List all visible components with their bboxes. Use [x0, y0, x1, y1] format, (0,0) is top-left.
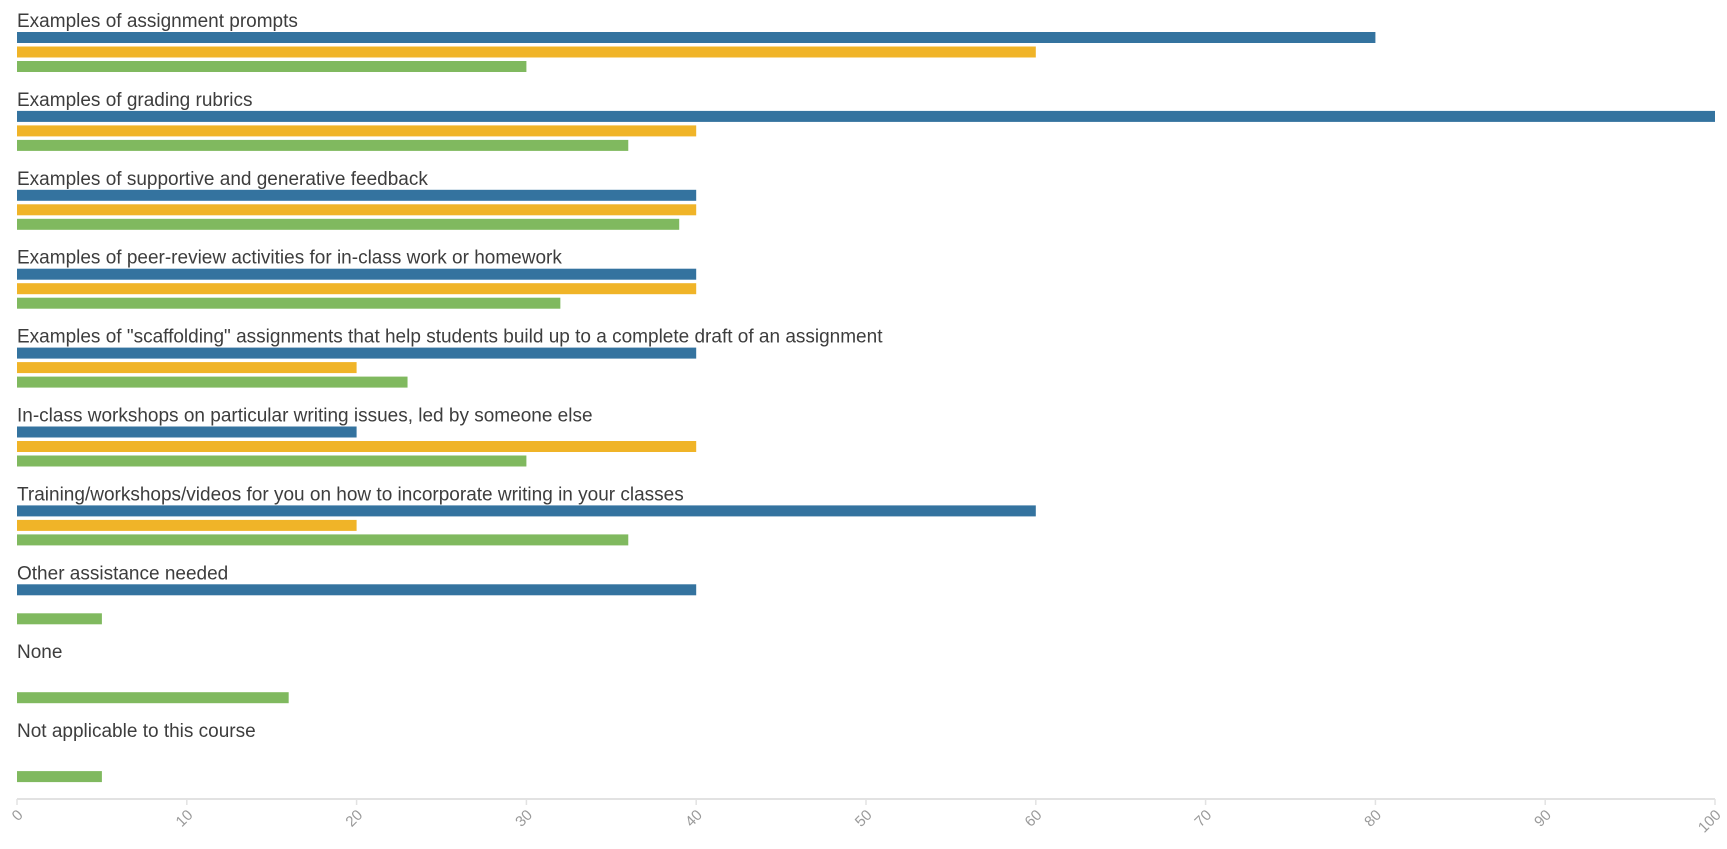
- bar: [17, 297, 561, 309]
- bar: [17, 110, 1715, 122]
- bar: [17, 771, 102, 783]
- category-label: Examples of grading rubrics: [17, 90, 253, 111]
- x-tick-label: 40: [682, 807, 706, 831]
- bar: [17, 218, 680, 230]
- x-tick-label: 80: [1361, 807, 1385, 831]
- bar: [17, 347, 697, 359]
- bar: [17, 283, 697, 295]
- bar: [17, 455, 527, 467]
- x-tick-label: 0: [9, 807, 27, 825]
- x-tick-label: 10: [173, 807, 197, 831]
- bar-group: [17, 32, 1715, 783]
- bar: [17, 584, 697, 596]
- bar: [17, 362, 357, 374]
- bar: [17, 534, 629, 546]
- bar: [17, 61, 527, 72]
- category-label: Not applicable to this course: [17, 721, 256, 742]
- category-label: Training/workshops/videos for you on how…: [17, 484, 684, 505]
- category-label: None: [17, 642, 62, 663]
- x-tick-label: 90: [1531, 807, 1555, 831]
- bar: [17, 46, 1036, 58]
- category-label: Examples of supportive and generative fe…: [17, 169, 428, 190]
- category-label: Examples of assignment prompts: [17, 11, 298, 32]
- x-tick-label: 70: [1191, 807, 1215, 831]
- bar: [17, 376, 408, 388]
- x-axis: 0 10 20 30 40 50 60 70 80 90 100: [9, 798, 1725, 837]
- bar: [17, 32, 1376, 43]
- x-tick-label: 50: [852, 807, 876, 831]
- bar: [17, 204, 697, 216]
- bar: [17, 125, 697, 137]
- x-tick-label: 20: [342, 807, 366, 831]
- bar: [17, 268, 697, 280]
- category-label-group: Examples of assignment prompts Examples o…: [17, 11, 883, 742]
- x-tick-label: 30: [512, 807, 536, 831]
- bar: [17, 426, 357, 438]
- bar: [17, 139, 629, 151]
- bar: [17, 519, 357, 531]
- bar: [17, 189, 697, 201]
- category-label: In-class workshops on particular writing…: [17, 406, 593, 427]
- bar: [17, 692, 289, 704]
- bar: [17, 441, 697, 452]
- x-tick-label: 60: [1022, 807, 1046, 831]
- category-label: Examples of peer-review activities for i…: [17, 248, 562, 269]
- category-label: Examples of "scaffolding" assignments th…: [17, 327, 883, 348]
- x-tick-label: 100: [1695, 807, 1725, 837]
- bar: [17, 613, 102, 625]
- bar: [17, 505, 1036, 517]
- category-label: Other assistance needed: [17, 563, 228, 584]
